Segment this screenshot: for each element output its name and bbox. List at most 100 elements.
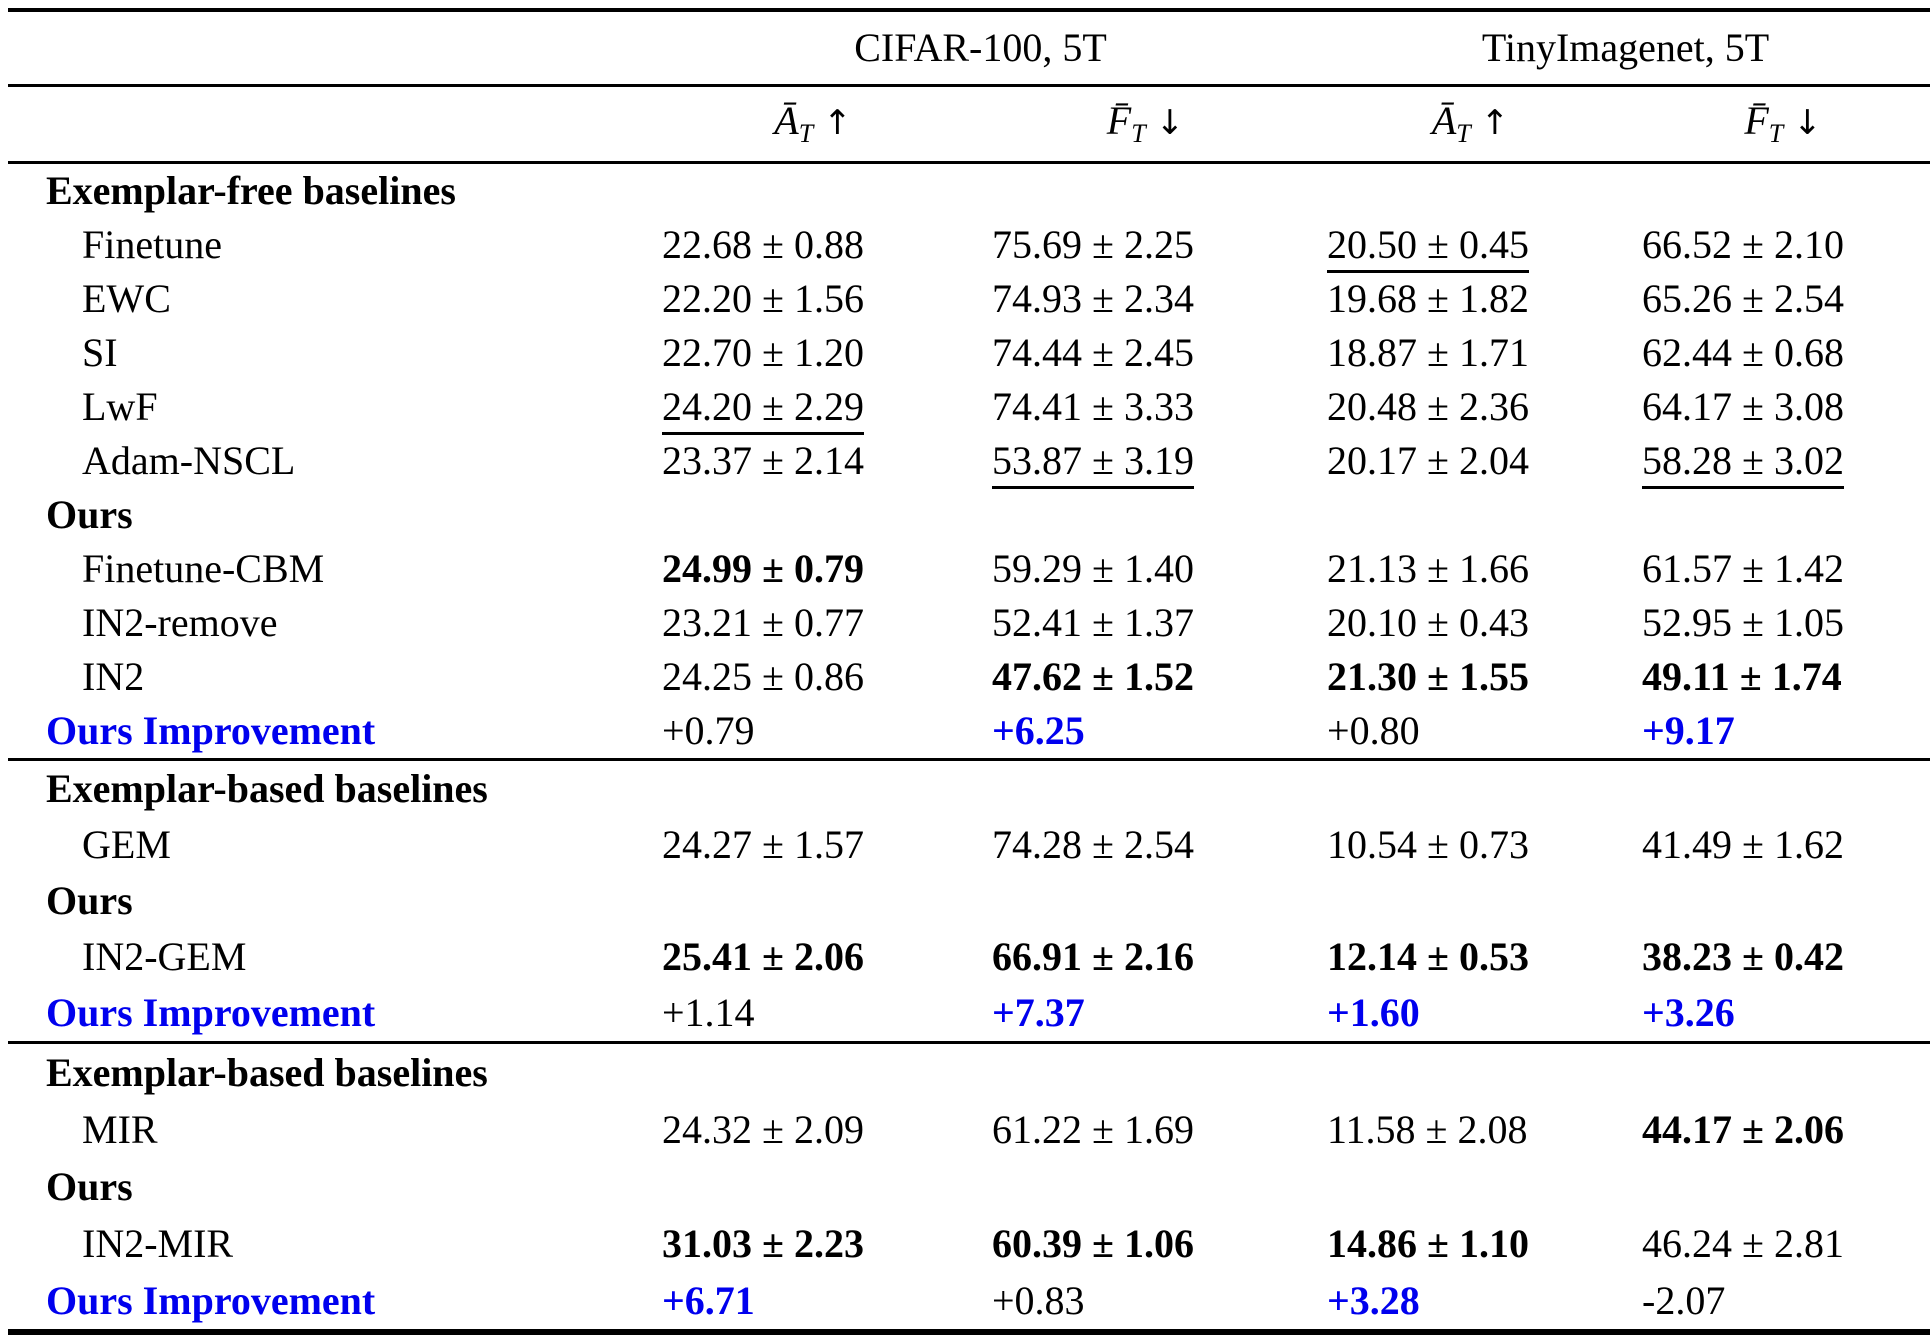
value-cell: 60.39 ± 1.06 xyxy=(978,1215,1313,1272)
metric-subscript: T xyxy=(1456,119,1471,148)
value-cell xyxy=(648,1043,978,1102)
metric-value: +7.37 xyxy=(992,990,1085,1035)
metric-value: +9.17 xyxy=(1642,708,1735,753)
value-cell: -2.07 xyxy=(1628,1272,1930,1332)
value-cell: 47.62 ± 1.52 xyxy=(978,650,1313,704)
method-row: Finetune 22.68 ± 0.88 75.69 ± 2.25 20.50 ± … xyxy=(8,218,1930,273)
metric-value: 20.48 ± 2.36 xyxy=(1327,384,1529,429)
metric-value: 20.50 ± 0.45 xyxy=(1327,222,1529,273)
metric-symbol: Ā xyxy=(1431,98,1457,143)
value-cell: 24.99 ± 0.79 xyxy=(648,542,978,596)
improvement-row: Ours Improvement +1.14 +7.37 +1.60 +3.26 xyxy=(8,985,1930,1044)
value-cell: 74.28 ± 2.54 xyxy=(978,817,1313,873)
metric-value: 52.95 ± 1.05 xyxy=(1642,600,1844,645)
value-cell: 20.50 ± 0.45 xyxy=(1313,218,1628,273)
group-row: Ours xyxy=(8,488,1930,542)
value-cell: +9.17 xyxy=(1628,704,1930,761)
value-cell: +1.60 xyxy=(1313,985,1629,1044)
value-cell: 20.48 ± 2.36 xyxy=(1313,380,1628,434)
method-row: SI 22.70 ± 1.20 74.44 ± 2.45 18.87 ± 1.71 62… xyxy=(8,326,1930,380)
group-row: Exemplar-free baselines xyxy=(8,163,1930,219)
value-cell: 18.87 ± 1.71 xyxy=(1313,326,1628,380)
method-row: EWC 22.20 ± 1.56 74.93 ± 2.34 19.68 ± 1.82 6… xyxy=(8,272,1930,326)
value-cell: +7.37 xyxy=(978,985,1314,1044)
value-cell: 11.58 ± 2.08 xyxy=(1313,1101,1628,1158)
section-exemplar-based-mir: Exemplar-based baselines MIR 24.32 ± 2.09 6… xyxy=(8,1043,1930,1333)
metric-header-avg-acc-cifar: ĀT ↑ xyxy=(648,85,978,164)
row-label: Exemplar-free baselines xyxy=(46,168,456,213)
metric-value: +0.79 xyxy=(662,708,755,753)
group-row: Exemplar-based baselines xyxy=(8,1043,1930,1102)
metric-value: 46.24 ± 2.81 xyxy=(1642,1220,1844,1266)
row-label: SI xyxy=(82,330,118,375)
down-arrow-icon: ↓ xyxy=(1793,103,1822,143)
down-arrow-icon: ↓ xyxy=(1155,103,1185,143)
metric-value: 65.26 ± 2.54 xyxy=(1642,276,1844,321)
value-cell: 52.41 ± 1.37 xyxy=(978,596,1313,650)
value-cell xyxy=(1313,760,1628,818)
metric-value: +6.25 xyxy=(992,708,1085,753)
value-cell xyxy=(978,760,1313,818)
value-cell xyxy=(1628,1043,1930,1102)
improvement-row: Ours Improvement +0.79 +6.25 +0.80 +9.17 xyxy=(8,704,1930,761)
row-label: IN2 xyxy=(82,654,145,699)
value-cell: 24.20 ± 2.29 xyxy=(648,380,978,435)
metric-value: 74.44 ± 2.45 xyxy=(992,330,1194,375)
metric-value: 12.14 ± 0.53 xyxy=(1327,934,1529,979)
value-cell: 75.69 ± 2.25 xyxy=(978,218,1313,272)
metric-value: 24.32 ± 2.09 xyxy=(662,1106,864,1152)
value-cell xyxy=(1628,163,1930,219)
value-cell xyxy=(978,1158,1313,1215)
metric-value: +6.71 xyxy=(662,1277,755,1323)
value-cell xyxy=(1628,873,1930,929)
results-table: CIFAR-100, 5T TinyImagenet, 5T ĀT ↑ F̄T ↓… xyxy=(8,8,1930,1335)
value-cell xyxy=(978,873,1313,929)
row-label: Exemplar-based baselines xyxy=(46,766,488,811)
metric-symbol: F̄ xyxy=(1744,98,1769,143)
value-cell xyxy=(648,1158,978,1215)
metric-value: 59.29 ± 1.40 xyxy=(992,546,1194,591)
metric-value: 25.41 ± 2.06 xyxy=(662,934,864,979)
method-row: GEM 24.27 ± 1.57 74.28 ± 2.54 10.54 ± 0.73 4… xyxy=(8,817,1930,873)
metric-value: +1.60 xyxy=(1327,990,1420,1035)
method-row: IN2-remove 23.21 ± 0.77 52.41 ± 1.37 20.10 … xyxy=(8,596,1930,650)
metric-value: 23.37 ± 2.14 xyxy=(662,438,864,483)
metric-value: 21.13 ± 1.66 xyxy=(1327,546,1529,591)
improvement-row: Ours Improvement +6.71 +0.83 +3.28 -2.07 xyxy=(8,1272,1930,1332)
value-cell: +6.25 xyxy=(978,704,1314,761)
value-cell: 49.11 ± 1.74 xyxy=(1628,650,1930,704)
value-cell: +3.26 xyxy=(1628,985,1930,1044)
metric-value: 11.58 ± 2.08 xyxy=(1327,1106,1528,1152)
metric-value: 22.68 ± 0.88 xyxy=(662,222,864,267)
metric-value: 24.25 ± 0.86 xyxy=(662,654,864,699)
metric-value: +3.28 xyxy=(1327,1277,1420,1323)
value-cell: 66.52 ± 2.10 xyxy=(1628,218,1930,272)
value-cell: +0.79 xyxy=(648,704,978,761)
metric-value: 64.17 ± 3.08 xyxy=(1642,384,1844,429)
value-cell xyxy=(1313,163,1628,219)
value-cell: 59.29 ± 1.40 xyxy=(978,542,1313,596)
metric-value: 62.44 ± 0.68 xyxy=(1642,330,1844,375)
dataset-header-tinyimagenet: TinyImagenet, 5T xyxy=(1313,10,1930,87)
value-cell: 19.68 ± 1.82 xyxy=(1313,272,1628,326)
row-label: Ours xyxy=(46,878,133,923)
row-label: Adam-NSCL xyxy=(82,438,296,483)
row-label: EWC xyxy=(82,276,171,321)
value-cell xyxy=(1313,488,1628,542)
row-label: IN2-remove xyxy=(82,600,278,645)
metric-subscript: T xyxy=(1768,119,1784,148)
metric-value: 24.20 ± 2.29 xyxy=(662,384,864,435)
metric-value: 66.91 ± 2.16 xyxy=(992,934,1194,979)
up-arrow-icon: ↑ xyxy=(1480,103,1510,143)
method-row: IN2-GEM 25.41 ± 2.06 66.91 ± 2.16 12.14 ± 0… xyxy=(8,929,1930,985)
value-cell: 20.10 ± 0.43 xyxy=(1313,596,1628,650)
value-cell: 64.17 ± 3.08 xyxy=(1628,380,1930,434)
metric-symbol: Ā xyxy=(774,98,799,143)
method-row: IN2-MIR 31.03 ± 2.23 60.39 ± 1.06 14.86 ± 1… xyxy=(8,1215,1930,1272)
row-label: MIR xyxy=(82,1106,158,1152)
metric-value: 49.11 ± 1.74 xyxy=(1642,654,1842,699)
value-cell: +6.71 xyxy=(648,1272,978,1332)
metric-value: 38.23 ± 0.42 xyxy=(1642,934,1844,979)
group-row: Ours xyxy=(8,1158,1930,1215)
